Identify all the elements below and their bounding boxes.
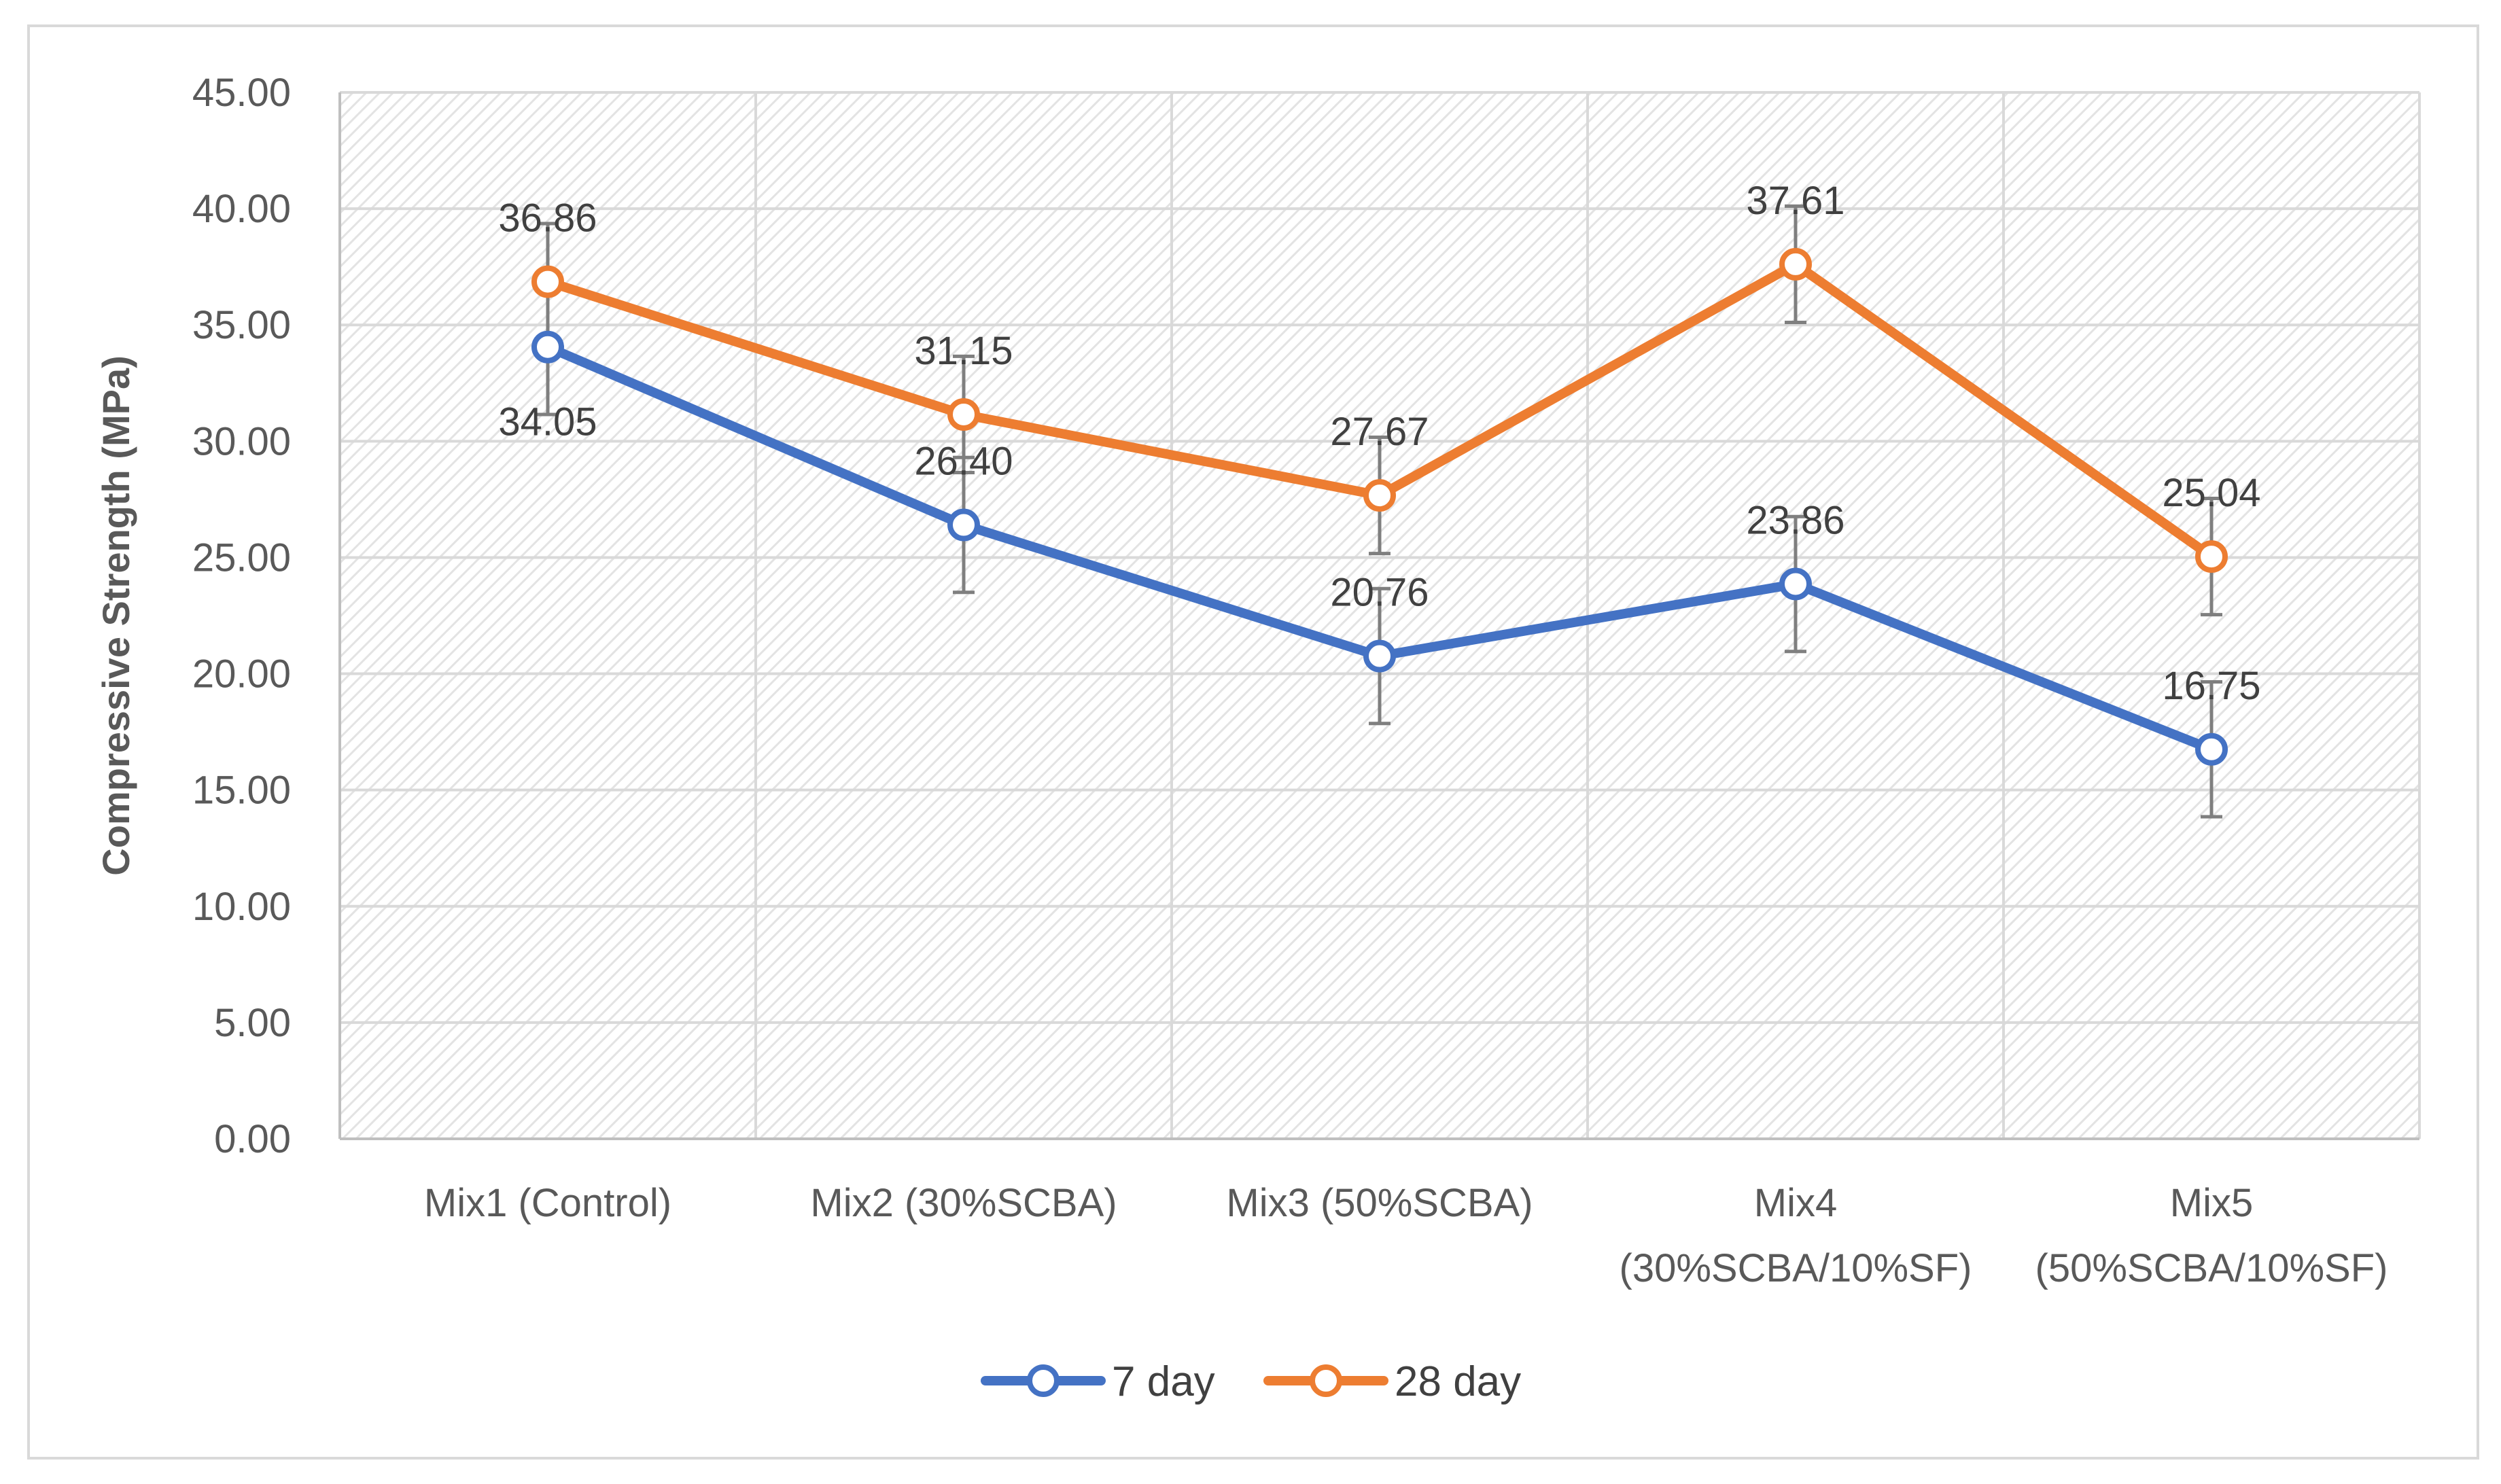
data-point	[947, 508, 980, 542]
legend-marker	[1310, 1364, 1342, 1397]
x-tick-label: Mix4	[1754, 1181, 1837, 1225]
data-point	[2195, 540, 2228, 573]
data-point	[1363, 639, 1396, 673]
data-label: 26.40	[914, 440, 1013, 484]
legend-label: 28 day	[1395, 1358, 1521, 1405]
data-label: 20.76	[1330, 571, 1429, 615]
y-tick-label: 5.00	[214, 1001, 291, 1045]
data-labels: 34.05 26.40 20.76 23.86 16.75 36.86 31.15 27.67…	[498, 179, 2260, 708]
x-tick-label: (50%SCBA/10%SF)	[2035, 1246, 2388, 1290]
x-tick-label: Mix2 (30%SCBA)	[810, 1181, 1117, 1225]
data-point	[531, 330, 564, 364]
data-point	[1779, 567, 1812, 601]
data-label: 31.15	[914, 329, 1013, 373]
x-tick-label: Mix3 (50%SCBA)	[1226, 1181, 1533, 1225]
data-point	[2195, 732, 2228, 766]
data-point	[531, 265, 564, 298]
y-tick-label: 20.00	[192, 652, 291, 696]
data-label: 23.86	[1746, 498, 1844, 542]
data-point	[947, 398, 980, 431]
y-tick-label: 15.00	[192, 768, 291, 813]
data-label: 25.04	[2162, 471, 2260, 515]
y-tick-label: 30.00	[192, 419, 291, 463]
y-tick-label: 25.00	[192, 535, 291, 580]
data-label: 27.67	[1330, 410, 1429, 454]
x-tick-label: (30%SCBA/10%SF)	[1620, 1246, 1972, 1290]
data-label: 16.75	[2162, 664, 2260, 708]
axes	[338, 92, 2419, 1140]
legend-marker	[1027, 1364, 1060, 1397]
y-tick-label: 40.00	[192, 187, 291, 231]
y-tick-label: 45.00	[192, 71, 291, 115]
y-tick-label: 10.00	[192, 885, 291, 929]
tick-labels: 0.00 5.00 10.00 15.00 20.00 25.00 30.00 35.00 40…	[192, 71, 2388, 1290]
y-tick-label: 0.00	[214, 1117, 291, 1161]
data-label: 36.86	[498, 196, 597, 241]
data-point	[1779, 247, 1812, 281]
data-point	[1363, 479, 1396, 512]
data-label: 34.05	[498, 400, 597, 444]
x-tick-label: Mix1 (Control)	[424, 1181, 671, 1225]
y-tick-label: 35.00	[192, 303, 291, 347]
x-tick-label: Mix5	[2170, 1181, 2253, 1225]
series-markers	[531, 247, 2228, 766]
y-axis-title: Compressive Strength (MPa)	[94, 355, 137, 876]
legend: 7 day 28 day	[981, 1358, 1521, 1405]
legend-label: 7 day	[1112, 1358, 1215, 1405]
data-label: 37.61	[1746, 179, 1844, 223]
